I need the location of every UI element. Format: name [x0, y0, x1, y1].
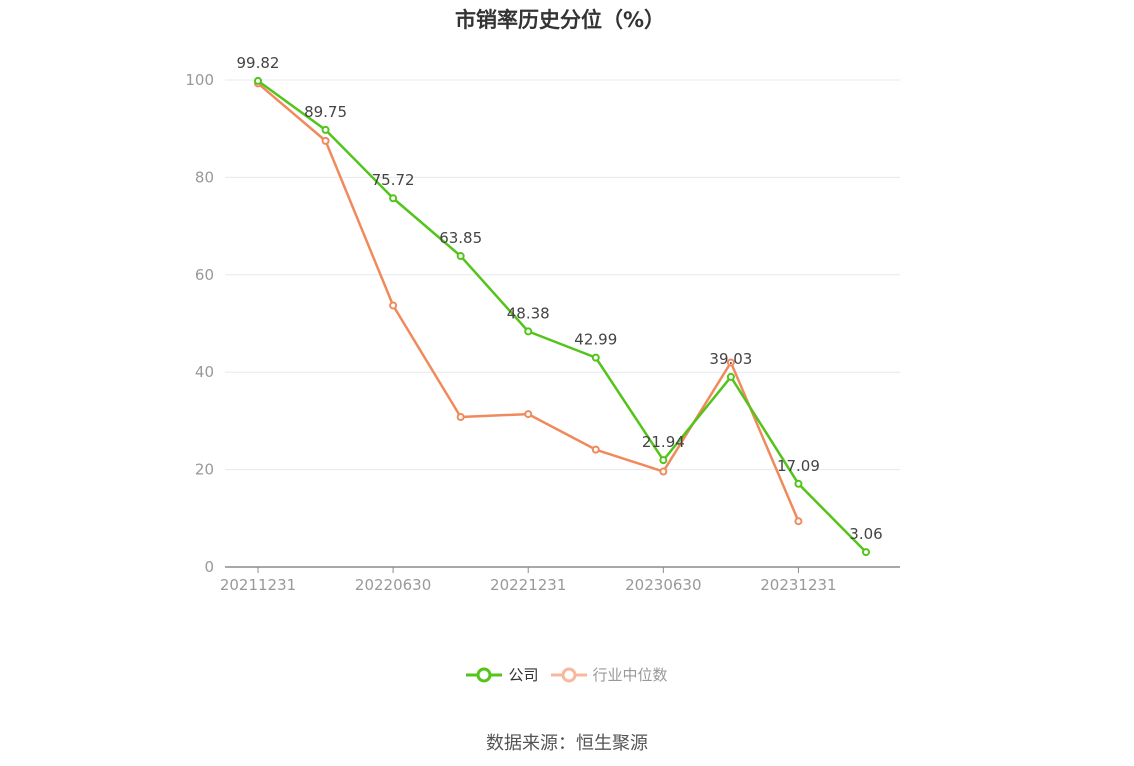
- y-tick-label: 20: [195, 461, 214, 479]
- x-tick-label: 20231231: [760, 576, 836, 594]
- data-point-industry: [321, 136, 330, 145]
- data-source: 数据来源：恒生聚源: [486, 733, 648, 754]
- data-label: 48.38: [507, 304, 550, 322]
- data-point-company: [254, 76, 262, 85]
- series-line-industry: [257, 82, 800, 522]
- data-point-company: [659, 456, 668, 465]
- legend: 公司 行业中位数: [0, 664, 1134, 685]
- data-label: 42.99: [574, 331, 617, 349]
- data-point-industry: [591, 445, 600, 454]
- x-axis: 20211231 20220630 20221231 20230630 20231231: [220, 566, 900, 594]
- x-tick-label: 20211231: [220, 576, 296, 594]
- data-label: 17.09: [777, 457, 820, 475]
- y-tick-label: 40: [195, 363, 214, 381]
- data-point-industry: [659, 467, 668, 476]
- data-label: 39.03: [709, 350, 752, 368]
- legend-item-industry[interactable]: 行业中位数: [550, 664, 668, 685]
- data-point-industry: [456, 413, 465, 422]
- data-point-company: [591, 353, 600, 362]
- y-tick-label: 0: [204, 558, 214, 576]
- series-layer: [254, 76, 870, 557]
- data-label: 99.82: [237, 54, 280, 72]
- x-tick-label: 20221231: [490, 576, 566, 594]
- legend-label-company: 公司: [508, 666, 539, 684]
- x-tick-label: 20230630: [625, 576, 701, 594]
- data-point-company: [389, 194, 398, 203]
- data-point-company: [456, 252, 465, 261]
- legend-company-icon: [466, 667, 503, 682]
- y-tick-label: 80: [195, 168, 214, 186]
- data-point-industry: [389, 301, 398, 310]
- data-point-industry: [726, 358, 735, 367]
- legend-label-industry: 行业中位数: [592, 666, 668, 684]
- legend-industry-icon: [550, 667, 587, 682]
- data-label: 63.85: [439, 229, 482, 247]
- data-point-company: [524, 327, 533, 336]
- data-point-company: [321, 125, 330, 134]
- data-label: 21.94: [642, 433, 685, 451]
- data-labels: 99.82 89.75 75.72 63.85 48.38 42.99 21.94 39.03…: [237, 54, 883, 543]
- y-tick-label: 60: [195, 266, 214, 284]
- data-label: 3.06: [849, 525, 882, 543]
- chart-title: 市销率历史分位（%）: [454, 8, 666, 32]
- data-label: 89.75: [304, 103, 347, 121]
- y-tick-label: 100: [185, 71, 214, 89]
- data-point-industry: [794, 517, 803, 526]
- y-axis: 0 20 40 60 80 100: [185, 71, 214, 576]
- data-point-company: [862, 548, 870, 557]
- legend-item-company[interactable]: 公司: [466, 664, 539, 685]
- data-point-company: [726, 372, 735, 381]
- data-point-industry: [524, 410, 533, 419]
- grid-lines: [225, 79, 900, 471]
- data-point-company: [794, 479, 803, 488]
- x-tick-label: 20220630: [355, 576, 431, 594]
- series-line-company: [257, 79, 867, 553]
- data-label: 75.72: [372, 171, 415, 189]
